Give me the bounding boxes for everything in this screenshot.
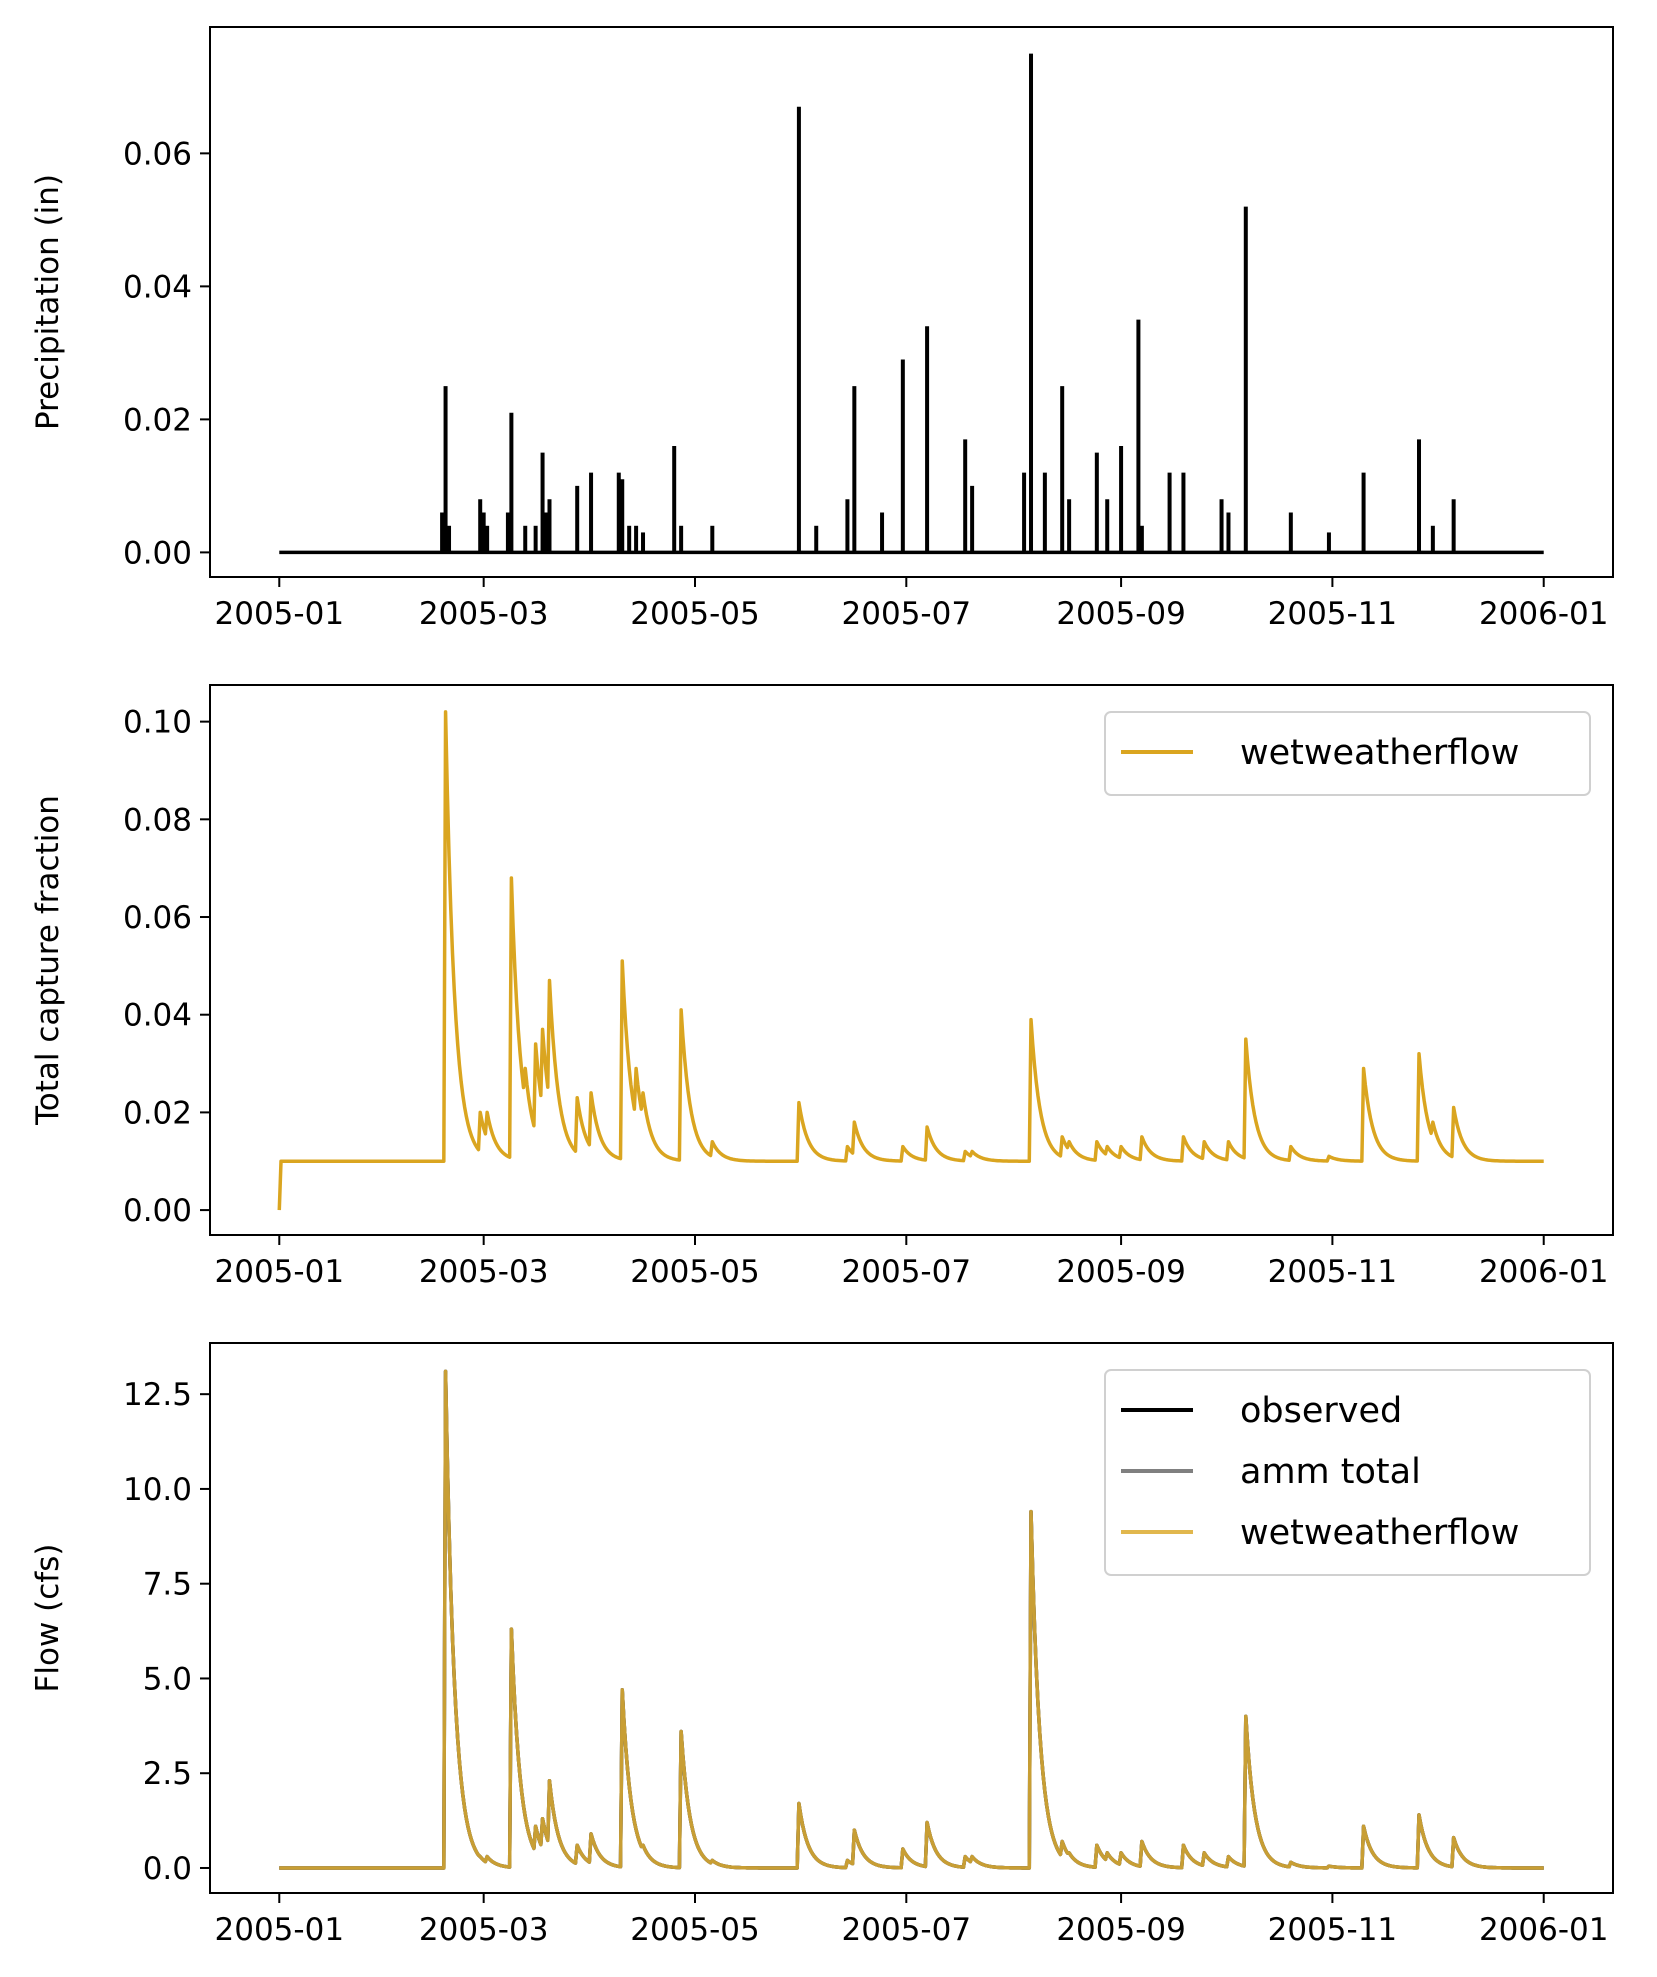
legend-box (1104, 711, 1591, 796)
y-tick-label: 0.00 (123, 535, 192, 571)
x-tick-label: 2005-07 (842, 1912, 972, 1948)
x-tick-label: 2005-01 (215, 596, 345, 632)
panel-1: 0.00 0.02 0.04 0.06 2005-01 2005-03 2005-05 200… (30, 26, 1614, 632)
y-tick-label: 7.5 (143, 1567, 192, 1603)
x-tick-label: 2005-05 (630, 1912, 760, 1948)
y-tick-label: 0.06 (123, 136, 192, 172)
y-tick-label: 10.0 (123, 1472, 192, 1508)
plot-area-2 (277, 710, 1544, 1211)
axes-frame (209, 684, 1614, 1236)
y-tick-label: 0.0 (143, 1851, 192, 1887)
y-tick-label: 0.10 (123, 705, 192, 741)
plot-area-1 (279, 53, 1544, 555)
x-tick-label: 2006-01 (1479, 1912, 1609, 1948)
legend-label: amm total (1240, 1452, 1421, 1492)
x-tick-label: 2005-11 (1268, 596, 1398, 632)
axes-frame (209, 1342, 1614, 1894)
axes-frame (209, 26, 1614, 578)
series-line-wetweatherflow (277, 710, 1544, 1211)
y-tick-label: 2.5 (143, 1756, 192, 1792)
x-tick-label: 2005-09 (1056, 1254, 1186, 1290)
legend-label: observed (1240, 1391, 1402, 1431)
plot-area-3 (279, 1369, 1544, 1870)
x-tick-label: 2005-03 (419, 596, 549, 632)
legend-label: wetweatherflow (1240, 1513, 1519, 1553)
legend: wetweatherflow (1104, 711, 1591, 796)
x-tick-label: 2005-11 (1268, 1912, 1398, 1948)
y-axis-label: Total capture fraction (30, 795, 66, 1126)
legend-box (1104, 1369, 1591, 1576)
legend-label: wetweatherflow (1240, 733, 1519, 773)
x-tick-label: 2005-05 (630, 596, 760, 632)
y-tick-label: 0.02 (123, 1095, 192, 1131)
x-tick-label: 2005-11 (1268, 1254, 1398, 1290)
x-tick-label: 2005-09 (1056, 1912, 1186, 1948)
x-tick-label: 2005-07 (842, 596, 972, 632)
y-tick-label: 0.04 (123, 269, 192, 305)
y-tick-label: 0.06 (123, 900, 192, 936)
series-line-wetweatherflow (279, 1369, 1544, 1870)
x-tick-label: 2006-01 (1479, 1254, 1609, 1290)
y-axis-label: Flow (cfs) (30, 1544, 66, 1693)
y-tick-label: 0.00 (123, 1193, 192, 1229)
panel-3: 0.0 2.5 5.0 7.5 10.0 12.5 2005-01 2005-03 2005-0… (30, 1342, 1614, 1948)
y-tick-label: 0.04 (123, 998, 192, 1034)
x-tick-label: 2005-05 (630, 1254, 760, 1290)
panel-2: 0.00 0.02 0.04 0.06 0.08 0.10 2005-01 2005-03 20… (30, 684, 1614, 1290)
legend: observed amm total wetweatherflow (1104, 1369, 1591, 1576)
x-tick-label: 2005-07 (842, 1254, 972, 1290)
x-tick-label: 2005-03 (419, 1912, 549, 1948)
x-tick-label: 2005-09 (1056, 596, 1186, 632)
x-tick-label: 2005-01 (215, 1254, 345, 1290)
x-tick-label: 2005-01 (215, 1912, 345, 1948)
y-tick-label: 12.5 (123, 1377, 192, 1413)
y-axis-label: Precipitation (in) (30, 174, 66, 430)
y-tick-label: 5.0 (143, 1661, 192, 1697)
y-tick-label: 0.08 (123, 802, 192, 838)
x-tick-label: 2005-03 (419, 1254, 549, 1290)
y-tick-label: 0.02 (123, 402, 192, 438)
x-tick-label: 2006-01 (1479, 596, 1609, 632)
